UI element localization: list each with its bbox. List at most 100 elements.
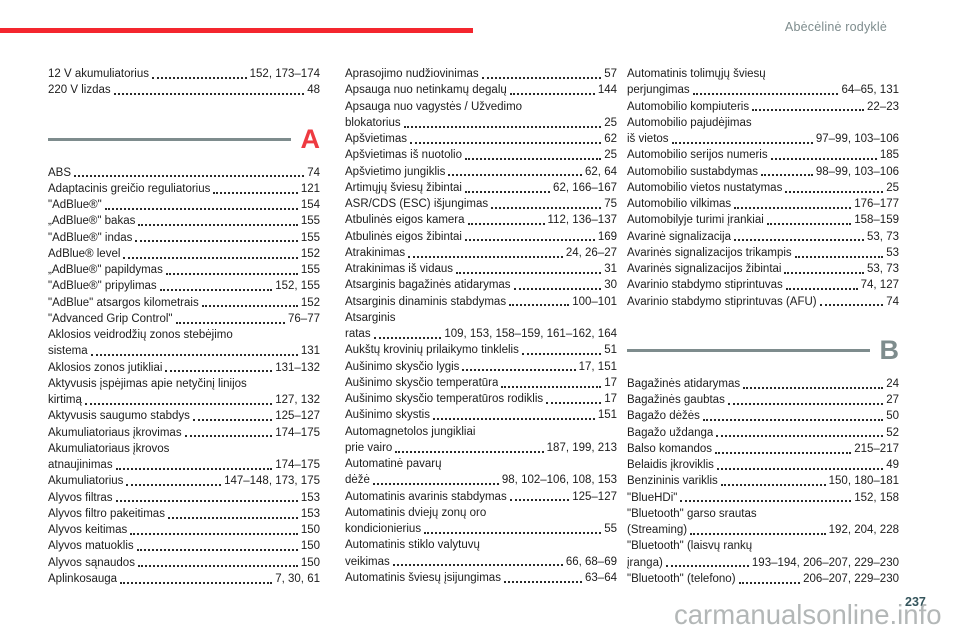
index-entry: Aušinimo skystis 151: [345, 407, 617, 423]
index-entry: perjungimas 64–65, 131: [627, 82, 899, 98]
dotted-leader: [175, 321, 286, 324]
dotted-leader: [373, 336, 442, 339]
entry-page-numbers: 62, 166–167: [553, 181, 617, 194]
entry-label: Automatinis tolimųjų šviesų: [627, 68, 766, 80]
dotted-leader: [123, 256, 298, 259]
entry-label: Apsauga nuo vagystės / Užvedimo: [345, 100, 523, 113]
entry-label: Belaidis įkroviklis: [627, 459, 714, 471]
entry-page-numbers: 98–99, 103–106: [815, 165, 899, 178]
entry-page-numbers: 53, 73: [867, 230, 899, 243]
entry-label: (Streaming): [627, 524, 688, 536]
entry-page-numbers: 100–101: [572, 295, 617, 308]
entry-page-numbers: 55: [604, 523, 617, 535]
entry-page-numbers: 7, 30, 61: [275, 572, 320, 585]
index-entry: Atrakinimas iš vidaus 31: [345, 261, 617, 277]
entry-page-numbers: 150: [300, 524, 320, 536]
index-column-1: 12 V akumuliatorius 152, 173–174 220 V liz…: [48, 66, 320, 587]
entry-page-numbers: 147–148, 173, 175: [224, 475, 320, 488]
dotted-leader: [465, 239, 595, 242]
dotted-leader: [738, 581, 801, 584]
entry-label: dėžė: [345, 474, 370, 487]
dotted-leader: [734, 206, 852, 209]
index-entry: ASR/CDS (ESC) išjungimas 75: [345, 196, 617, 212]
entry-page-numbers: 63–64: [585, 571, 617, 584]
section-divider-line: [48, 138, 291, 141]
entry-label: "Bluetooth" (telefono): [627, 572, 736, 585]
entry-label: Aktyvusis saugumo stabdys: [48, 410, 190, 423]
index-entry: veikimas 66, 68–69: [345, 554, 617, 570]
index-entry: Automobilyje turimi įrankiai 158–159: [627, 212, 899, 228]
dotted-leader: [690, 532, 826, 535]
entry-label: "AdBlue" atsargos kilometrais: [48, 296, 199, 309]
dotted-leader: [785, 190, 884, 193]
entry-label: Apšvietimas iš nuotolio: [345, 149, 462, 162]
index-entry: Automobilio vietos nustatymas 25: [627, 180, 899, 196]
entry-label: iš vietos: [627, 133, 669, 145]
dotted-leader: [104, 207, 298, 210]
entry-label: įranga): [627, 556, 663, 569]
index-entry: iš vietos 97–99, 103–106: [627, 131, 899, 147]
dotted-leader: [715, 451, 852, 454]
entry-page-numbers: 66, 68–69: [565, 555, 617, 568]
entry-label: Atrakinimas: [345, 246, 406, 259]
index-entry: Avarinė signalizacija 53, 73: [627, 229, 899, 245]
entry-label: atnaujinimas: [48, 459, 113, 471]
entry-label: Aušinimo skysčio temperatūros rodiklis: [345, 393, 544, 405]
dotted-leader: [138, 224, 298, 226]
entry-label: Aušinimo skystis: [345, 409, 430, 422]
entry-label: Avarinio stabdymo stiprintuvas: [627, 279, 783, 292]
index-entry: Automobilio pajudėjimas: [627, 115, 899, 131]
index-entry: Automatinis šviesų įsijungimas 63–64: [345, 570, 617, 586]
dotted-leader: [167, 516, 298, 519]
index-entry: Bagažinės atidarymas 24: [627, 376, 899, 392]
entry-label: ABS: [48, 166, 72, 179]
dotted-leader: [448, 174, 583, 177]
index-entry: Atrakinimas 24, 26–27: [345, 245, 617, 261]
dotted-leader: [761, 174, 813, 177]
dotted-leader: [665, 565, 749, 568]
entry-page-numbers: 30: [604, 279, 617, 292]
page-header-title: Abėcėlinė rodyklė: [784, 20, 887, 34]
entry-page-numbers: 76–77: [288, 312, 320, 325]
index-entry: Avarinio stabdymo stiprintuvas 74, 127: [627, 277, 899, 293]
index-entry: Aktyvusis saugumo stabdys 125–127: [48, 408, 320, 424]
entry-page-numbers: 17: [604, 376, 617, 389]
index-entry: Alyvos matuoklis 150: [48, 538, 320, 554]
index-entry: AdBlue® level 152: [48, 246, 320, 262]
entry-page-numbers: 112, 136–137: [547, 214, 618, 227]
entry-page-numbers: 152, 173–174: [249, 68, 320, 80]
index-entry: Aušinimo skysčio temperatūros rodiklis 17: [345, 391, 617, 407]
index-entry: Akumuliatoriaus įkrovimas 174–175: [48, 425, 320, 441]
dotted-leader: [213, 191, 298, 194]
entry-page-numbers: 155: [300, 264, 320, 276]
entry-page-numbers: 155: [300, 231, 320, 244]
entry-label: veikimas: [345, 555, 390, 568]
entry-label: Akumuliatoriaus įkrovos: [48, 442, 170, 455]
dotted-leader: [509, 93, 595, 95]
dotted-leader: [165, 272, 298, 275]
entry-label: "Bluetooth" (laisvų rankų: [627, 540, 753, 553]
top-accent-bar: [0, 28, 473, 33]
entry-label: Akumuliatorius: [48, 475, 124, 488]
entry-page-numbers: 192, 204, 228: [828, 524, 899, 536]
entry-page-numbers: 131: [300, 345, 320, 358]
dotted-leader: [433, 418, 595, 420]
entry-label: Atbulinės eigos žibintai: [345, 230, 462, 243]
entry-label: AdBlue® level: [48, 247, 121, 260]
entry-page-numbers: 50: [886, 410, 899, 423]
dotted-leader: [481, 76, 602, 79]
entry-page-numbers: 57: [604, 68, 617, 80]
entry-label: Automatinis stiklo valytuvų: [345, 539, 480, 552]
index-entry: Aklosios veidrodžių zonos stebėjimo: [48, 327, 320, 343]
index-entry: Aukštų krovinių prilaikymo tinklelis 51: [345, 342, 617, 358]
entry-page-numbers: 49: [886, 459, 899, 471]
index-entry: Automatinis tolimųjų šviesų: [627, 66, 899, 82]
index-entry: Aklosios zonos jutikliai 131–132: [48, 360, 320, 376]
entry-page-numbers: 174–175: [275, 426, 320, 439]
dotted-leader: [752, 109, 865, 112]
index-entry: Akumuliatoriaus įkrovos: [48, 441, 320, 457]
entry-page-numbers: 31: [604, 263, 617, 275]
entry-page-numbers: 53: [886, 246, 899, 259]
entry-label: Bagažinės atidarymas: [627, 377, 741, 390]
entry-label: ASR/CDS (ESC) išjungimas: [345, 198, 489, 210]
